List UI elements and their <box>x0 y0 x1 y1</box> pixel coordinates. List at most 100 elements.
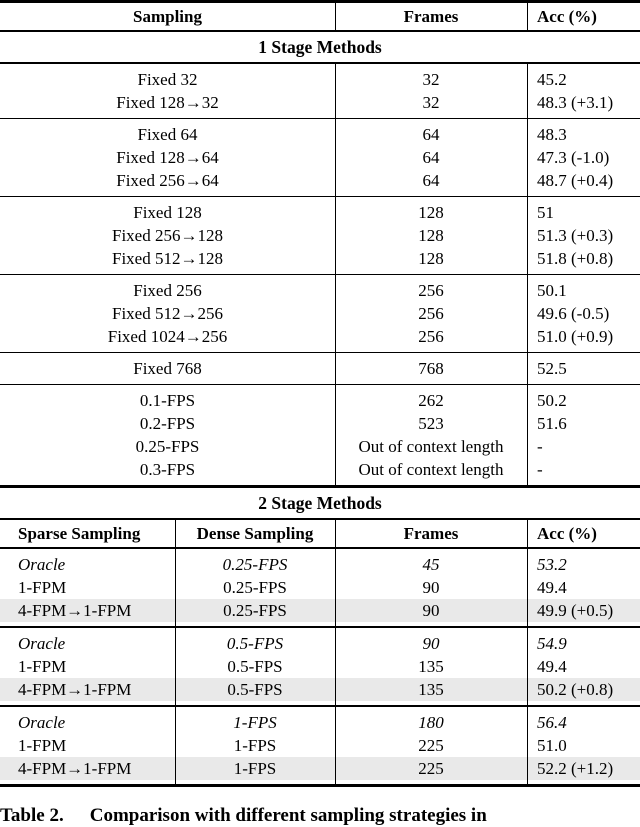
table-row: 0.25-FPS Out of context length - <box>0 435 640 458</box>
cell-frames: 128 <box>418 225 444 245</box>
cell-sparse: 4-FPM→1-FPM <box>18 600 132 620</box>
cell-frames: 90 <box>422 633 440 653</box>
cell-sampling: Fixed 512→256 <box>112 303 223 323</box>
cell-frames: Out of context length <box>358 459 504 479</box>
cell-acc: 53.2 <box>537 554 567 574</box>
cell-acc: 52.2 (+1.2) <box>537 758 614 778</box>
cell-acc: 45.2 <box>537 69 567 89</box>
cell-sampling: 0.1-FPS <box>139 390 196 410</box>
stage1-header-row: Sampling Frames Acc (%) <box>0 3 640 30</box>
cell-sampling: 0.25-FPS <box>135 436 200 456</box>
table-row: 1-FPM 1-FPS 225 51.0 <box>0 734 640 757</box>
cell-sampling: Fixed 256→64 <box>116 170 219 190</box>
cell-sampling: Fixed 128→32 <box>116 92 219 112</box>
cell-frames: 225 <box>418 758 444 778</box>
cell-frames: 128 <box>418 248 444 268</box>
col-header-dense-sampling: Dense Sampling <box>196 523 314 543</box>
table-row: Fixed 256→128 128 51.3 (+0.3) <box>0 224 640 247</box>
cell-dense: 0.5-FPS <box>227 656 283 676</box>
column-divider <box>527 628 528 705</box>
table-row: Fixed 32 32 45.2 <box>0 68 640 91</box>
cell-acc: 51.0 (+0.9) <box>537 326 614 346</box>
cell-frames: 64 <box>422 124 440 144</box>
stage2-group-05fps: Oracle 0.5-FPS 90 54.9 1-FPM 0.5-FPS 135… <box>0 628 640 707</box>
table-row: 1-FPM 0.25-FPS 90 49.4 <box>0 576 640 599</box>
table-row-highlighted: 4-FPM→1-FPM 0.25-FPS 90 49.9 (+0.5) <box>0 599 640 622</box>
table-row: Fixed 256→64 64 48.7 (+0.4) <box>0 169 640 192</box>
section-rule <box>0 62 640 64</box>
column-divider <box>175 628 176 705</box>
column-divider <box>335 628 336 705</box>
column-divider <box>175 549 176 626</box>
cell-acc: 48.7 (+0.4) <box>537 170 614 190</box>
bottom-rule <box>0 784 640 787</box>
stage1-group-64: Fixed 64 64 48.3 Fixed 128→64 64 47.3 (-… <box>0 119 640 197</box>
cell-frames: 135 <box>418 656 444 676</box>
column-divider <box>175 707 176 784</box>
table-row: Fixed 256 256 50.1 <box>0 279 640 302</box>
cell-acc: 50.2 (+0.8) <box>537 679 614 699</box>
table-row: 0.2-FPS 523 51.6 <box>0 412 640 435</box>
column-divider <box>335 197 336 274</box>
cell-dense: 0.25-FPS <box>223 577 287 597</box>
cell-frames: 128 <box>418 202 444 222</box>
cell-sparse: Oracle <box>18 633 66 653</box>
table-row-highlighted: 4-FPM→1-FPM 1-FPS 225 52.2 (+1.2) <box>0 757 640 780</box>
cell-sparse: 4-FPM→1-FPM <box>18 758 132 778</box>
cell-sampling: Fixed 32 <box>137 69 198 89</box>
cell-acc: 49.9 (+0.5) <box>537 600 614 620</box>
sampling-results-table: Sampling Frames Acc (%) 1 Stage Methods … <box>0 0 640 787</box>
cell-sparse: 4-FPM→1-FPM <box>18 679 132 699</box>
cell-acc: 51.6 <box>537 413 567 433</box>
cell-dense: 1-FPS <box>233 712 277 732</box>
cell-acc: 50.1 <box>537 280 567 300</box>
col-header-acc: Acc (%) <box>537 6 597 26</box>
cell-acc: 51.0 <box>537 735 567 755</box>
column-divider <box>527 64 528 118</box>
top-rule <box>0 0 640 3</box>
column-divider <box>335 353 336 384</box>
column-divider <box>335 119 336 196</box>
col-header-frames: Frames <box>403 523 459 543</box>
cell-sampling: Fixed 768 <box>133 358 202 378</box>
stage1-group-128: Fixed 128 128 51 Fixed 256→128 128 51.3 … <box>0 197 640 275</box>
cell-sampling: Fixed 64 <box>137 124 198 144</box>
table-row: 1-FPM 0.5-FPS 135 49.4 <box>0 655 640 678</box>
cell-sampling: Fixed 256→128 <box>112 225 223 245</box>
table-row: Fixed 1024→256 256 51.0 (+0.9) <box>0 325 640 348</box>
cell-frames: 64 <box>422 170 440 190</box>
cell-acc: 50.2 <box>537 390 567 410</box>
cell-acc: 51.8 (+0.8) <box>537 248 614 268</box>
cell-frames: 180 <box>418 712 444 732</box>
column-divider <box>175 520 176 547</box>
cell-acc: 56.4 <box>537 712 567 732</box>
column-divider <box>527 119 528 196</box>
cell-dense: 0.25-FPS <box>223 600 287 620</box>
table-row: Fixed 64 64 48.3 <box>0 123 640 146</box>
cell-frames: Out of context length <box>358 436 504 456</box>
col-header-frames: Frames <box>403 6 459 26</box>
cell-sparse: Oracle <box>18 554 66 574</box>
cell-frames: 64 <box>422 147 440 167</box>
col-header-sparse-sampling: Sparse Sampling <box>18 523 141 543</box>
cell-frames: 45 <box>422 554 440 574</box>
section-title-1-stage: 1 Stage Methods <box>258 37 382 57</box>
cell-frames: 256 <box>418 280 444 300</box>
stage2-group-1fps: Oracle 1-FPS 180 56.4 1-FPM 1-FPS 225 51… <box>0 707 640 784</box>
cell-dense: 1-FPS <box>233 735 277 755</box>
table-row-oracle: Oracle 0.5-FPS 90 54.9 <box>0 632 640 655</box>
column-divider <box>335 385 336 485</box>
stage2-group-025fps: Oracle 0.25-FPS 45 53.2 1-FPM 0.25-FPS 9… <box>0 549 640 628</box>
column-divider <box>527 385 528 485</box>
cell-sampling: Fixed 1024→256 <box>107 326 228 346</box>
cell-dense: 0.25-FPS <box>222 554 288 574</box>
cell-acc: 51.3 (+0.3) <box>537 225 614 245</box>
cell-frames: 225 <box>418 735 444 755</box>
cell-acc: 48.3 <box>537 124 567 144</box>
column-divider <box>527 197 528 274</box>
section-rule <box>0 518 640 520</box>
cell-sampling: Fixed 128→64 <box>116 147 219 167</box>
cell-sampling: Fixed 128 <box>133 202 202 222</box>
cell-acc: - <box>537 436 543 456</box>
column-divider <box>527 353 528 384</box>
